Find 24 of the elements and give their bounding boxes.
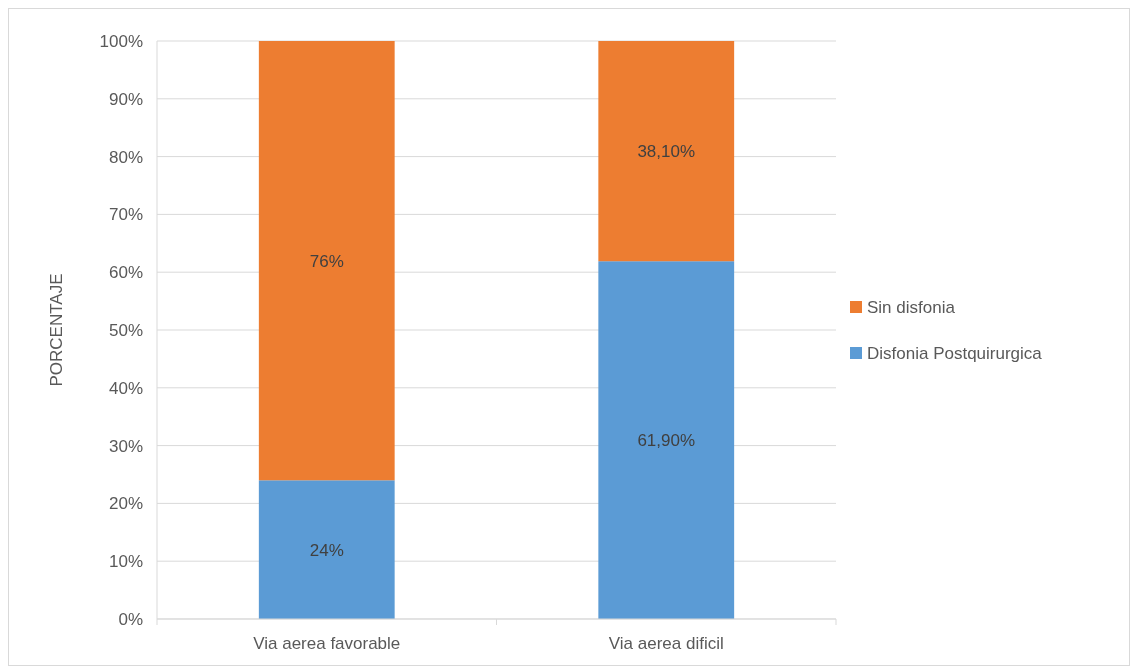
x-tick-label: Via aerea dificil: [608, 634, 724, 653]
y-tick-label: 30%: [108, 436, 143, 456]
y-tick-label: 0%: [118, 609, 143, 629]
y-tick-label: 10%: [108, 552, 143, 572]
legend-label: Disfonia Postquirurgica: [867, 343, 1043, 363]
bar: [258, 480, 395, 619]
y-tick-label: 80%: [108, 147, 143, 167]
y-tick-label: 90%: [108, 89, 143, 109]
bar: [598, 41, 735, 262]
y-tick-label: 40%: [108, 378, 143, 398]
data-label: 38,10%: [637, 142, 696, 162]
y-tick-label: 70%: [108, 205, 143, 225]
data-label: 76%: [309, 251, 344, 271]
bar: [598, 261, 735, 619]
y-axis-title: PORCENTAJE: [47, 273, 66, 387]
y-tick-label: 20%: [108, 494, 143, 514]
y-tick-label: 50%: [108, 320, 143, 340]
data-label: 24%: [309, 540, 344, 560]
y-tick-label: 60%: [108, 263, 143, 283]
x-tick-label: Via aerea favorable: [253, 634, 401, 653]
y-tick-label: 100%: [99, 31, 143, 51]
data-label: 61,90%: [637, 431, 696, 451]
bar: [258, 41, 395, 481]
legend-label: Sin disfonia: [867, 297, 956, 317]
